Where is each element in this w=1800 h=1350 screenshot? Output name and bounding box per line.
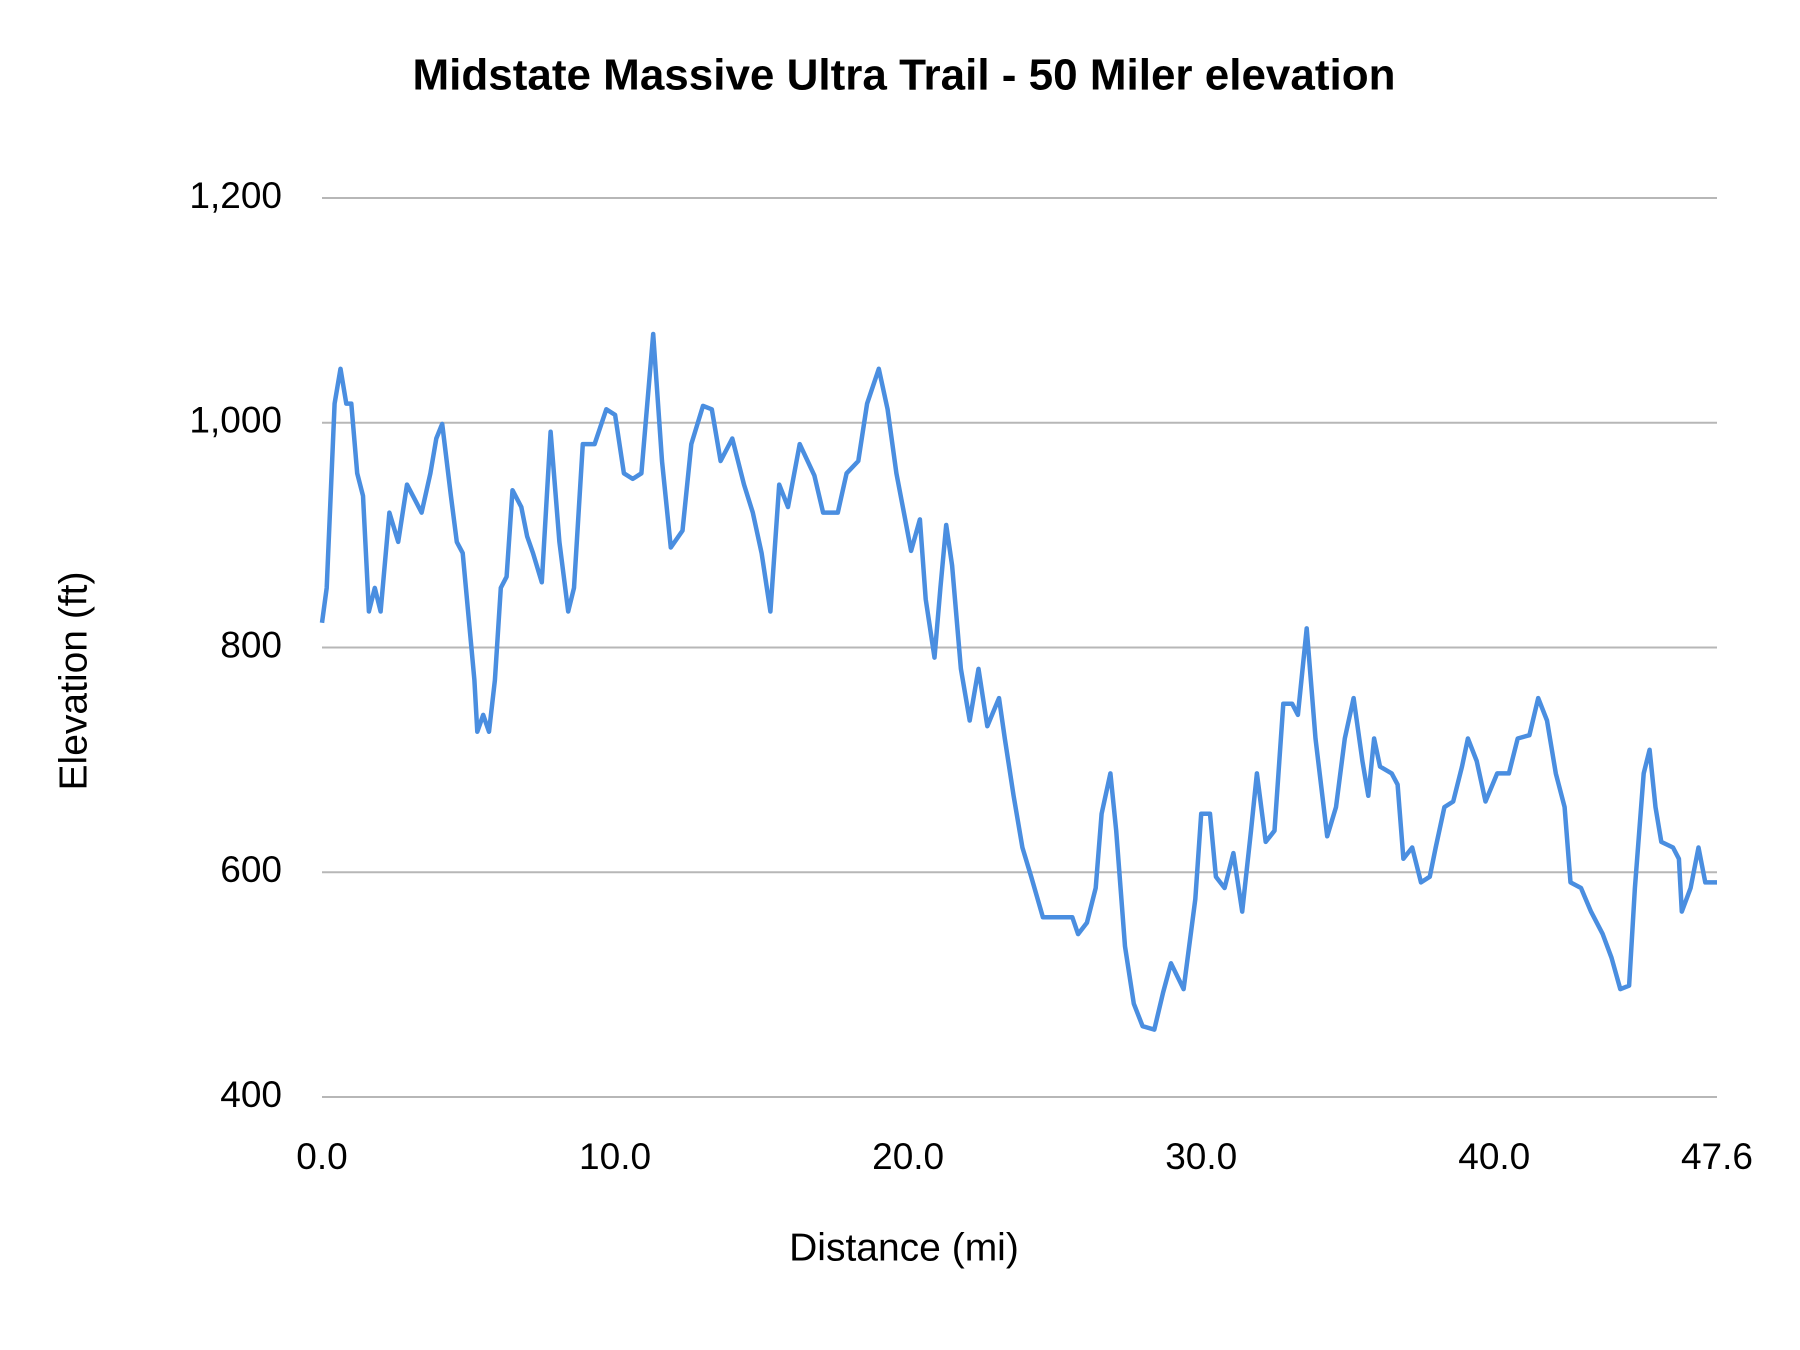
y-tick-label: 800: [220, 624, 282, 665]
elevation-line: [319, 331, 1717, 1032]
y-axis-title: Elevation (ft): [52, 572, 95, 791]
x-axis-title: Distance (mi): [789, 1226, 1019, 1269]
y-tick-label: 1,200: [189, 175, 282, 216]
x-tick-label: 30.0: [1165, 1136, 1237, 1177]
x-tick-label: 20.0: [872, 1136, 944, 1177]
x-tick-label: 0.0: [296, 1136, 347, 1177]
y-tick-label: 400: [220, 1074, 282, 1115]
x-tick-label: 40.0: [1458, 1136, 1530, 1177]
y-tick-label: 600: [220, 849, 282, 890]
x-tick-label: 47.6: [1681, 1136, 1753, 1177]
x-tick-label: 10.0: [579, 1136, 651, 1177]
y-tick-label: 1,000: [189, 400, 282, 441]
chart-title: Midstate Massive Ultra Trail - 50 Miler …: [412, 51, 1395, 100]
